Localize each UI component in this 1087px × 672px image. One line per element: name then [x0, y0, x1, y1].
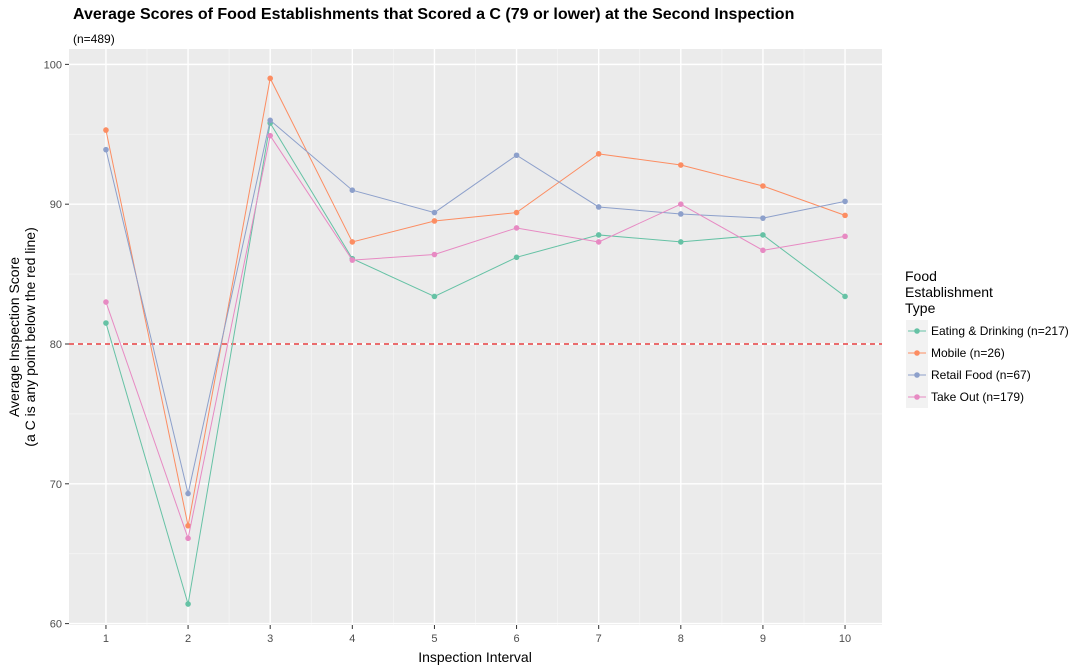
grid-minor — [69, 49, 882, 625]
data-point — [349, 187, 356, 194]
data-point — [678, 239, 684, 245]
legend-label: Eating & Drinking (n=217) — [931, 324, 1069, 338]
data-point — [267, 132, 273, 139]
series-line — [105, 119, 846, 494]
legend-label: Retail Food (n=67) — [931, 368, 1031, 382]
data-point — [760, 215, 766, 221]
data-point — [431, 251, 438, 258]
data-point — [595, 151, 602, 157]
legend-title-line-2: Establishment — [905, 284, 993, 300]
data-point — [103, 320, 109, 326]
legend-title-line-3: Type — [905, 300, 936, 316]
legend-label: Take Out (n=179) — [931, 390, 1024, 404]
legend-key-point — [914, 372, 920, 378]
data-point — [595, 239, 602, 245]
x-tick-label: 4 — [349, 633, 355, 645]
series-2 — [103, 117, 848, 497]
data-point — [842, 293, 848, 300]
legend-item: Take Out (n=179) — [906, 386, 1024, 408]
y-axis: 60 70 80 90 100 — [44, 59, 69, 631]
legend-label: Mobile (n=26) — [931, 346, 1005, 360]
x-tick-label: 9 — [760, 633, 766, 645]
legend: Food Establishment Type Eating & Drinkin… — [905, 268, 1069, 408]
chart-title: Average Scores of Food Establishments th… — [73, 6, 795, 23]
y-axis-subtitle: (a C is any point below the red line) — [22, 227, 38, 446]
series-3 — [103, 132, 848, 542]
data-point — [842, 212, 848, 219]
y-axis-title: Average Inspection Score — [6, 257, 22, 417]
data-point — [760, 247, 766, 254]
data-point — [678, 201, 684, 207]
data-point — [595, 232, 602, 238]
x-tick-label: 10 — [839, 633, 851, 645]
data-point — [678, 162, 684, 168]
x-tick-label: 2 — [185, 633, 191, 645]
data-point — [513, 209, 520, 216]
data-point — [431, 218, 438, 224]
chart-subtitle: (n=489) — [73, 32, 115, 46]
legend-item: Mobile (n=26) — [906, 342, 1005, 364]
x-tick-label: 5 — [431, 633, 437, 645]
data-point — [431, 293, 438, 300]
data-point — [103, 299, 109, 305]
data-point — [349, 257, 356, 263]
series-layer — [103, 75, 848, 607]
x-tick-label: 7 — [596, 633, 602, 645]
data-point — [760, 232, 766, 238]
data-point — [267, 75, 273, 82]
legend-key-point — [914, 350, 920, 356]
series-line — [105, 76, 846, 526]
legend-title-line-1: Food — [905, 268, 937, 284]
data-point — [595, 204, 602, 210]
data-point — [513, 254, 520, 261]
data-point — [103, 127, 109, 133]
x-axis: 1 2 3 4 5 6 7 8 9 10 — [103, 625, 851, 645]
legend-items: Eating & Drinking (n=217) Mobile (n=26) Re… — [906, 320, 1069, 408]
y-tick-label: 80 — [50, 339, 62, 351]
series-line — [105, 121, 846, 605]
data-point — [185, 490, 191, 497]
legend-item: Eating & Drinking (n=217) — [906, 320, 1069, 342]
x-tick-label: 8 — [678, 633, 684, 645]
data-point — [349, 239, 356, 245]
series-1 — [103, 75, 848, 529]
y-tick-label: 70 — [50, 479, 62, 491]
legend-item: Retail Food (n=67) — [906, 364, 1031, 386]
data-point — [103, 146, 109, 153]
data-point — [513, 225, 520, 231]
x-tick-label: 3 — [267, 633, 273, 645]
y-tick-label: 60 — [50, 619, 62, 631]
x-tick-label: 6 — [513, 633, 519, 645]
data-point — [842, 198, 848, 205]
data-point — [513, 152, 520, 159]
data-point — [185, 522, 191, 529]
data-point — [842, 233, 848, 240]
data-point — [760, 183, 766, 189]
data-point — [678, 211, 684, 217]
data-point — [267, 117, 273, 124]
legend-key-point — [914, 394, 920, 400]
x-tick-label: 1 — [103, 633, 109, 645]
y-tick-label: 100 — [44, 59, 62, 71]
legend-key-point — [914, 328, 920, 334]
data-point — [431, 209, 438, 216]
data-point — [185, 601, 191, 607]
data-point — [185, 535, 191, 542]
x-axis-title: Inspection Interval — [418, 649, 532, 665]
series-line — [105, 134, 846, 541]
y-tick-label: 90 — [50, 199, 62, 211]
